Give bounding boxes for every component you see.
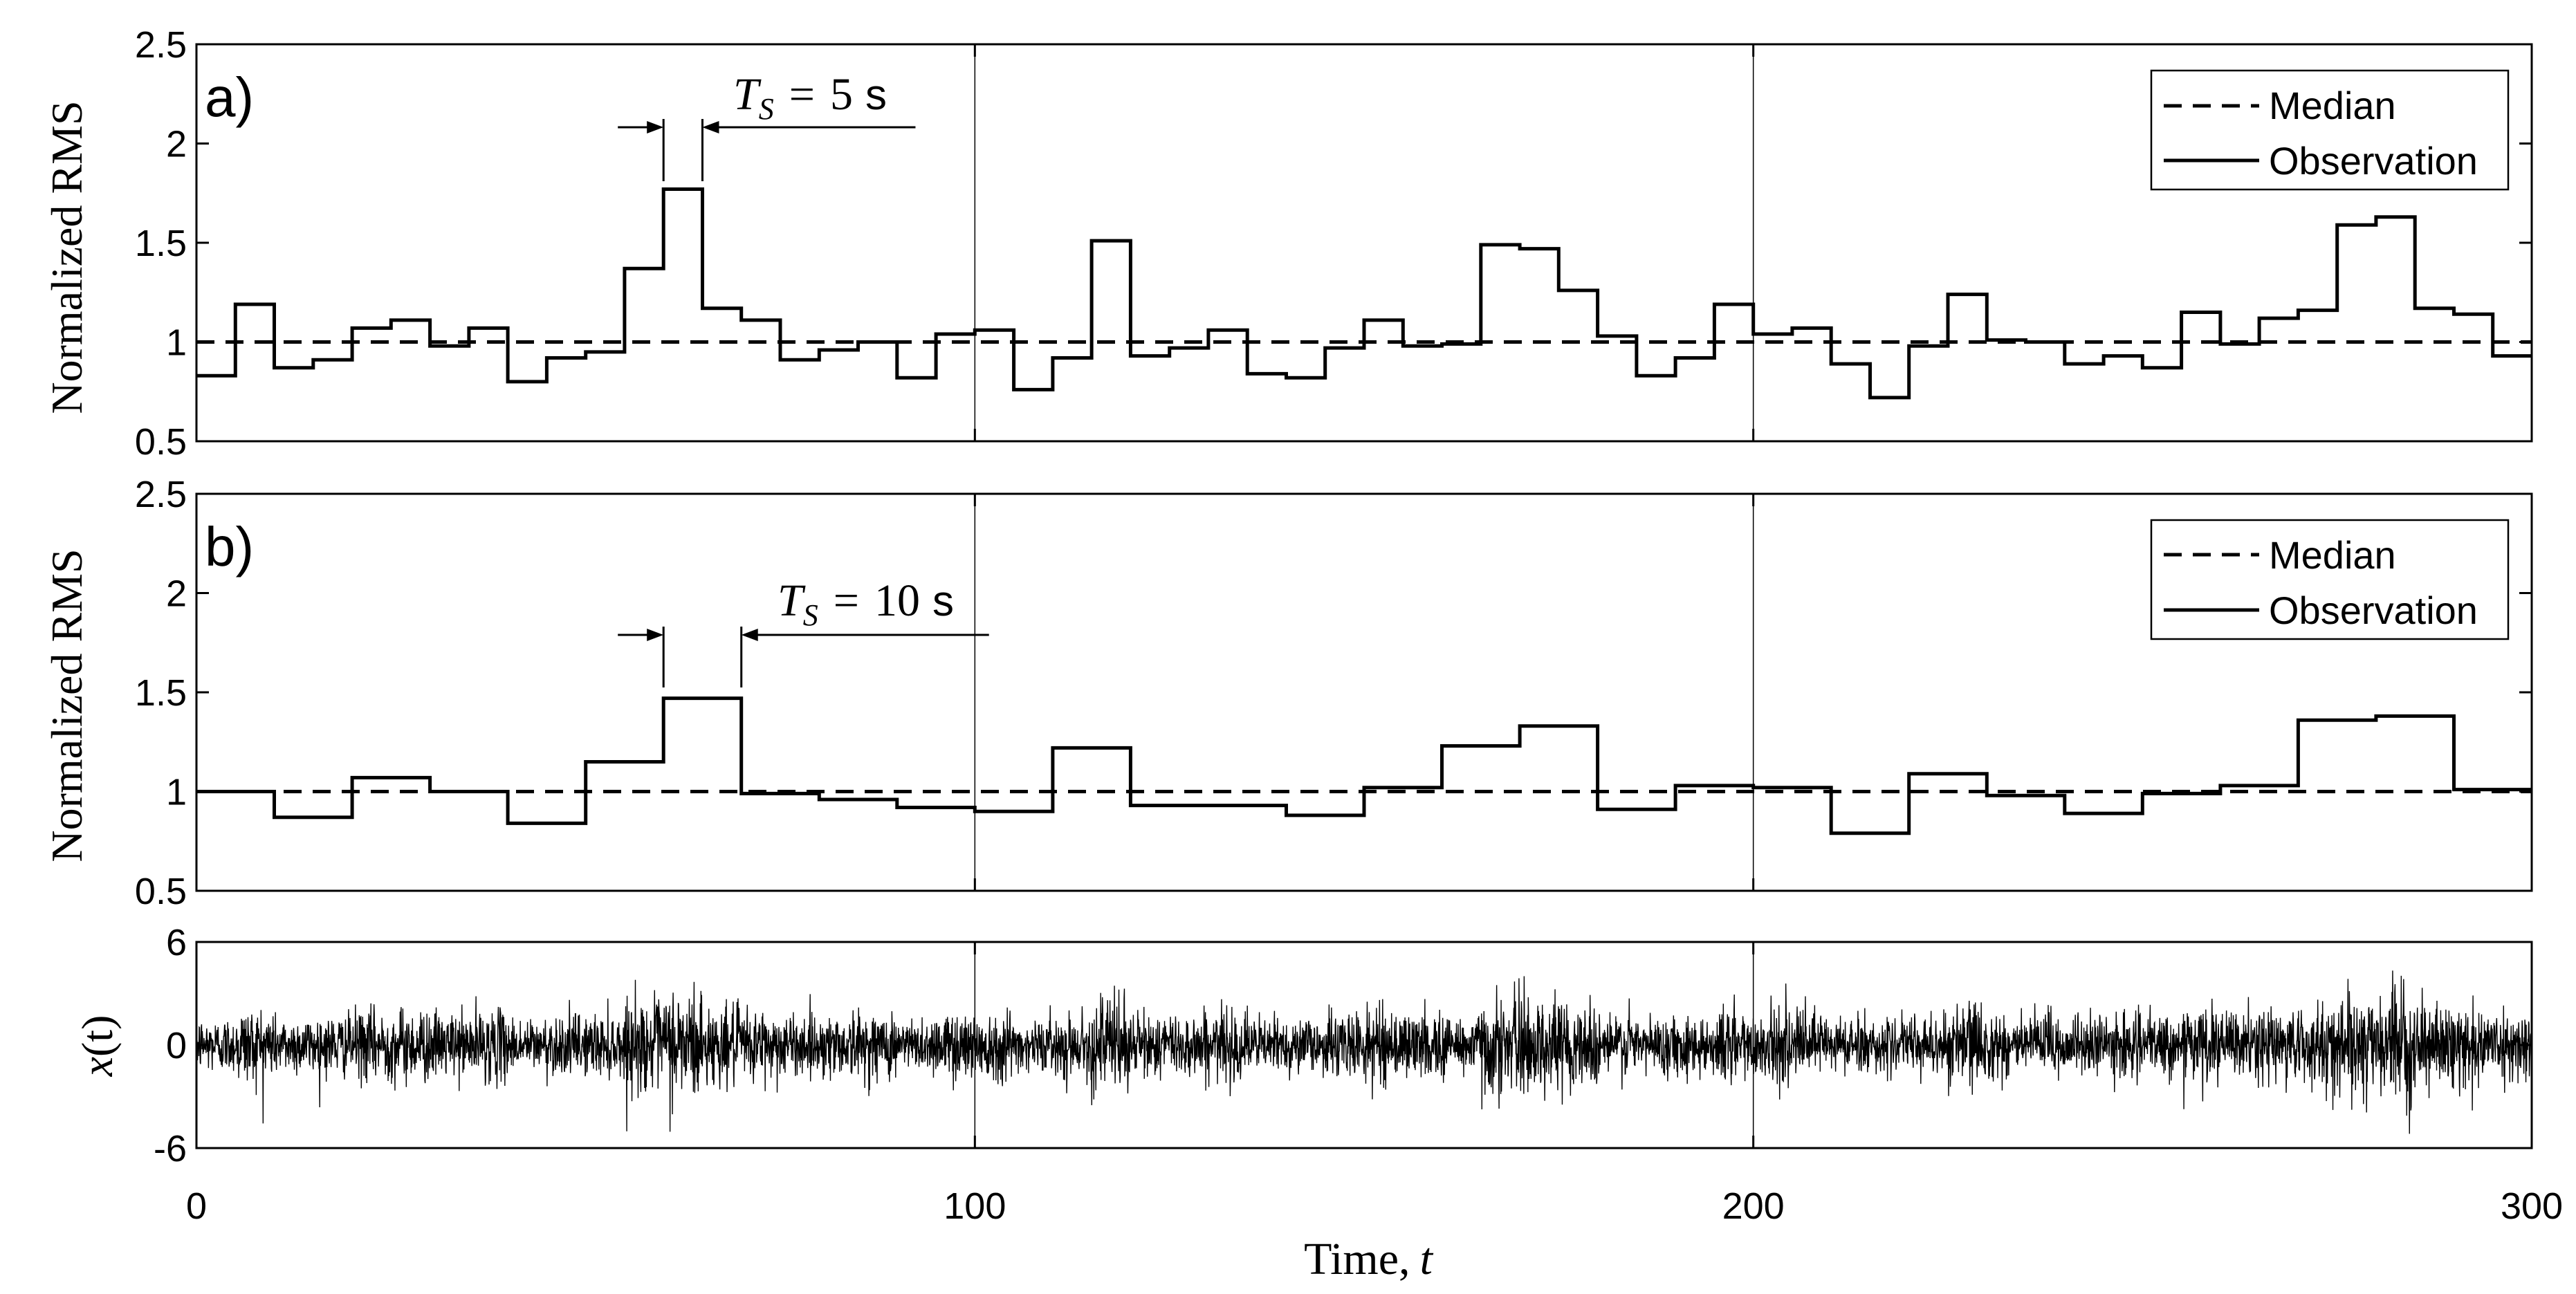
panel-a: 0.5 1 1.5 2 2.5 Normalized RMS a) TS = 5 s Medi… <box>42 24 2533 463</box>
panel-a-window-value: 5 <box>830 69 853 120</box>
panel-b-window-left-arrowhead <box>647 629 664 641</box>
panel-c-signal-trace <box>196 970 2532 1134</box>
panel-b-window-subscript: S <box>803 598 818 632</box>
panel-c: -6 0 6 x(t) 0 100 200 300 Time, t <box>73 922 2563 1284</box>
panel-b-y-tick-label-2: 1.5 <box>135 672 187 714</box>
panel-b-y-tick-label-4: 2.5 <box>135 474 187 515</box>
panel-a-window-annotation: TS = 5 s <box>618 69 916 181</box>
panel-a-observation-line <box>196 187 2532 400</box>
panel-a-window-equals: = <box>789 69 815 120</box>
panel-b-observation-line <box>196 696 2532 835</box>
x-axis-label: Time, t <box>1304 1234 1433 1284</box>
panel-b-window-symbol: T <box>778 575 806 626</box>
x-tick-label-2: 200 <box>1722 1185 1785 1227</box>
panel-a-y-ticks: 0.5 1 1.5 2 2.5 <box>135 24 2532 463</box>
panel-b-window-right-arrowhead <box>741 629 758 641</box>
x-axis-label-text: Time, <box>1304 1234 1410 1284</box>
panel-b-legend: Median Observation <box>2150 519 2510 640</box>
panel-b-window-annotation: TS = 10 s <box>618 575 989 687</box>
panel-c-y-axis-label-var: x <box>73 1057 122 1077</box>
panel-c-y-axis-label: x(t) <box>73 1015 122 1078</box>
panel-b-legend-median-label: Median <box>2269 533 2396 577</box>
panel-b-label: b) <box>205 516 254 577</box>
panel-c-y-tick-label-2: 6 <box>166 922 187 963</box>
panel-a-window-left-arrowhead <box>647 121 664 133</box>
panel-a-y-tick-label-2: 1.5 <box>135 223 187 264</box>
panel-a-label: a) <box>205 66 254 128</box>
panel-a-legend-median-label: Median <box>2269 84 2396 127</box>
panel-b-window-unit: s <box>932 577 954 625</box>
panel-b: 0.5 1 1.5 2 2.5 Normalized RMS b) TS = 10 s Med… <box>42 474 2533 912</box>
panel-a-y-tick-label-4: 2.5 <box>135 24 187 66</box>
panel-c-x-ticks <box>195 942 2533 1148</box>
panel-a-y-tick-label-0: 0.5 <box>135 421 187 463</box>
panel-a-y-tick-label-3: 2 <box>166 124 187 165</box>
panel-a-window-symbol: T <box>733 69 762 120</box>
panel-c-y-axis-label-arg: (t) <box>73 1015 122 1057</box>
panel-c-y-tick-label-0: -6 <box>154 1128 187 1170</box>
panel-b-y-axis-label: Normalized RMS <box>42 548 91 862</box>
panel-b-window-label: TS = 10 s <box>778 575 954 632</box>
panel-a-window-unit: s <box>865 71 887 119</box>
panel-a-legend-box <box>2150 69 2510 191</box>
panel-b-window-equals: = <box>834 575 859 626</box>
panel-b-legend-box <box>2150 519 2510 640</box>
x-tick-label-0: 0 <box>186 1185 207 1227</box>
panel-b-x-ticks <box>195 494 2533 891</box>
panel-b-legend-observation-label: Observation <box>2269 589 2478 632</box>
panel-a-window-label: TS = 5 s <box>733 69 887 126</box>
panel-c-y-tick-label-1: 0 <box>166 1025 187 1066</box>
panel-c-x-tick-labels: 0 100 200 300 <box>186 1185 2563 1227</box>
x-axis-label-var: t <box>1420 1234 1434 1284</box>
x-tick-label-3: 300 <box>2501 1185 2563 1227</box>
panel-b-y-tick-label-0: 0.5 <box>135 871 187 912</box>
panel-a-y-axis-label: Normalized RMS <box>42 100 91 414</box>
panel-b-window-value: 10 <box>874 575 920 626</box>
x-tick-label-1: 100 <box>944 1185 1006 1227</box>
panel-a-y-tick-label-1: 1 <box>166 322 187 364</box>
panel-a-x-ticks <box>195 44 2533 441</box>
panel-b-gridlines <box>974 494 1754 891</box>
panel-b-y-ticks: 0.5 1 1.5 2 2.5 <box>135 474 2532 912</box>
panel-c-y-ticks: -6 0 6 <box>154 922 2532 1170</box>
panel-a-gridlines <box>974 44 1754 441</box>
panel-a-legend-observation-label: Observation <box>2269 139 2478 183</box>
panel-a-window-subscript: S <box>759 92 774 126</box>
panel-a-legend: Median Observation <box>2150 69 2510 191</box>
panel-a-window-right-arrowhead <box>702 121 719 133</box>
panel-b-y-tick-label-1: 1 <box>166 772 187 813</box>
panel-b-y-tick-label-3: 2 <box>166 573 187 615</box>
